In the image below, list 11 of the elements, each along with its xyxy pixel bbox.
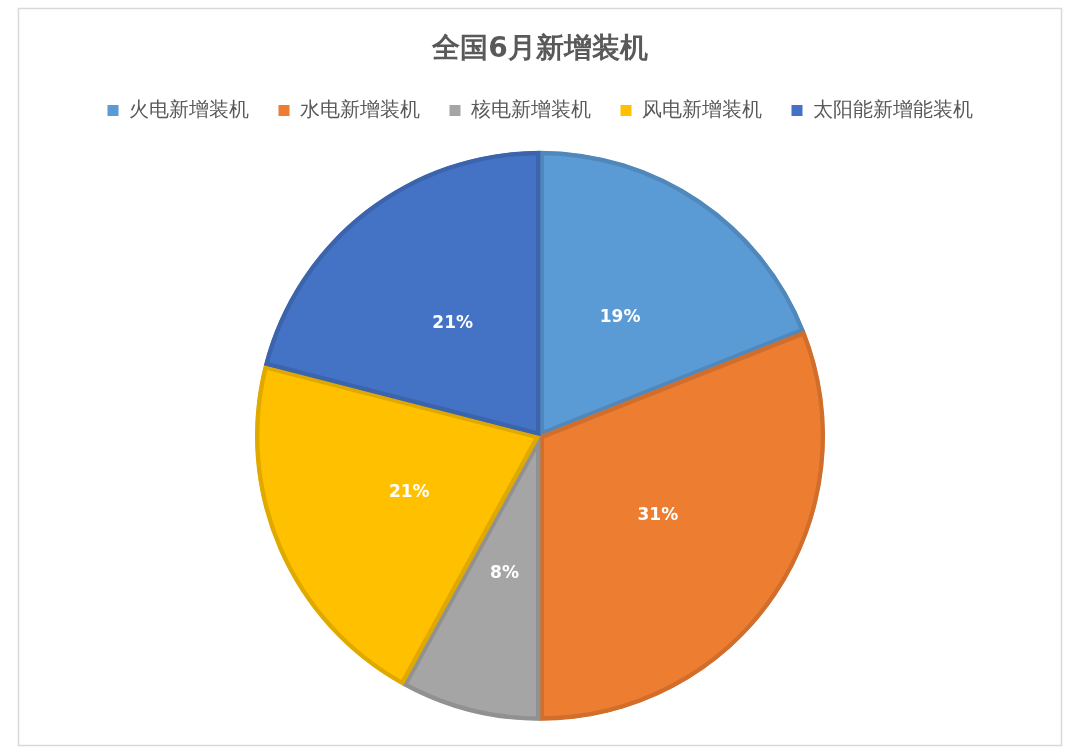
- data-label: 21%: [432, 311, 474, 332]
- legend-label: 太阳能新增能装机: [812, 96, 973, 121]
- data-label: 31%: [637, 504, 679, 525]
- data-label: 19%: [599, 306, 641, 327]
- data-label: 8%: [490, 562, 519, 583]
- legend-label: 水电新增装机: [299, 96, 420, 121]
- legend-label: 风电新增装机: [641, 96, 762, 121]
- legend-label: 火电新增装机: [128, 96, 249, 121]
- data-label: 21%: [388, 480, 430, 501]
- legend-label: 核电新增装机: [469, 96, 591, 121]
- chart-title: 全国6月新增装机: [431, 31, 648, 65]
